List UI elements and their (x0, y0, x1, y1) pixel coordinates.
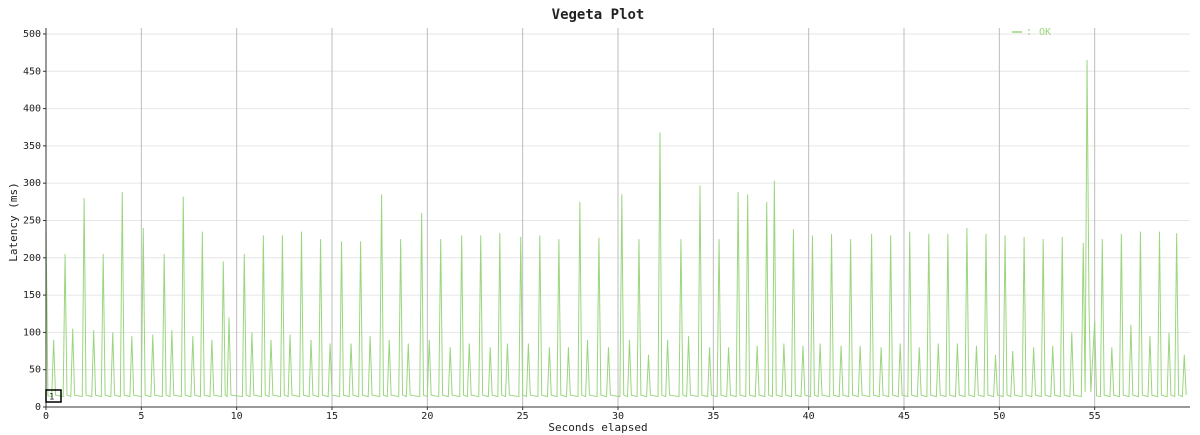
y-tick-label: 200 (23, 253, 41, 264)
x-tick-label: 50 (993, 411, 1005, 422)
x-tick-label: 30 (612, 411, 624, 422)
x-tick-label: 0 (43, 411, 49, 422)
x-tick-label: 15 (326, 411, 338, 422)
legend-label: OK (1039, 27, 1051, 38)
x-axis-label: Seconds elapsed (548, 421, 647, 434)
x-tick-label: 45 (898, 411, 910, 422)
legend: OK (1012, 27, 1051, 38)
line-series (45, 60, 1187, 398)
x-tick-label: 5 (138, 411, 144, 422)
legend-separator (1028, 29, 1030, 31)
y-tick-label: 300 (23, 178, 41, 189)
y-tick-label: 350 (23, 141, 41, 152)
legend-separator (1028, 33, 1030, 35)
y-tick-label: 250 (23, 215, 41, 226)
y-axis-label: Latency (ms) (7, 182, 20, 261)
x-tick-label: 10 (231, 411, 243, 422)
y-tick-label: 400 (23, 104, 41, 115)
y-tick-label: 50 (29, 365, 41, 376)
x-tick-label: 20 (421, 411, 433, 422)
x-tick-label: 35 (707, 411, 719, 422)
annotation: 1 (49, 393, 54, 403)
y-tick-label: 450 (23, 66, 41, 77)
y-tick-label: 100 (23, 327, 41, 338)
x-tick-label: 55 (1089, 411, 1101, 422)
y-tick-label: 0 (35, 402, 41, 413)
plot-area (45, 60, 1187, 398)
y-tick-label: 500 (23, 29, 41, 40)
annotation-box (45, 389, 62, 403)
chart-title: Vegeta Plot (552, 7, 645, 23)
x-tick-label: 40 (803, 411, 815, 422)
x-tick-label: 25 (517, 411, 529, 422)
y-tick-label: 150 (23, 290, 41, 301)
